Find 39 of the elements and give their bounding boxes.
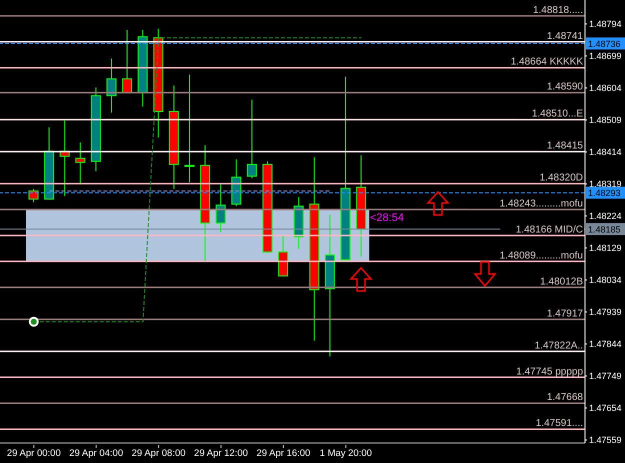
ref-line-label: 1.48736 [588,38,621,49]
ref-line-label: 1.48664 KKKKK [510,56,584,68]
text: <28:54 [370,212,404,224]
y-tick-label: 1.47749 [589,371,622,382]
y-tick-label: 1.48224 [589,211,622,222]
y-tick-label: 1.48604 [589,83,622,94]
y-tick-label: 1.48699 [589,51,622,62]
y-tick-label: 1.47844 [589,339,622,350]
x-tick-label: 29 Apr 04:00 [69,448,124,459]
ref-line-label: 1.47668 [546,392,584,404]
ref-line-label: 1.48089.........mofu [500,250,583,262]
y-tick-label: 1.48414 [589,147,622,158]
ref-line-label: 1.48185 [588,224,621,235]
x-tick-label: 29 Apr 16:00 [256,448,310,459]
ref-line-label: 1.48415 [546,140,584,152]
y-tick-label: 1.48034 [589,275,622,286]
ref-line-label: 1.47822A.. [534,340,583,352]
x-tick-label: 1 May 20:00 [320,448,372,459]
y-tick-label: 1.48129 [589,243,622,254]
ref-line-label: 1.48166 MID/C [516,224,583,236]
ref-line-label: 1.48510...E [532,108,584,120]
ref-line-label: 1.48590 [546,82,584,93]
y-tick-label: 1.47939 [589,307,622,318]
y-tick-label: 1.48794 [589,19,622,30]
x-tick-label: 29 Apr 12:00 [194,448,248,459]
y-tick-label: 1.47654 [589,403,622,414]
x-tick-label: 29 Apr 00:00 [6,448,61,459]
ref-line-label: 1.47917 [546,308,584,320]
ref-line-label: 1.48012B [540,276,584,288]
ref-line-label: 1.48320D [540,172,583,184]
ref-line-label: 1.48293 [588,188,621,198]
ref-line-label: 1.48243.........mofu [500,198,583,210]
ref-line-label: 1.47745 ppppp [516,366,584,378]
ref-line-label: 1.48741 [546,30,584,42]
x-tick-label: 29 Apr 08:00 [132,448,186,459]
ref-line-label: 1.48818..... [532,4,583,16]
y-tick-label: 1.47559 [589,435,622,446]
ref-line-label: 1.47591.... [536,418,583,430]
y-tick-label: 1.48509 [589,115,622,126]
